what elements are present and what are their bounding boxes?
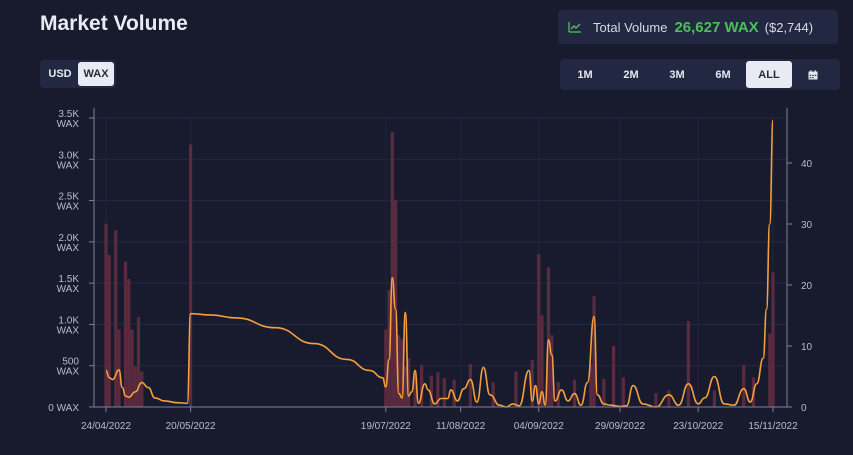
volume-bar [403,366,407,407]
volume-bar [420,364,424,407]
left-tick-unit: WAX [57,243,80,254]
volume-bar [654,392,658,407]
left-tick-unit: WAX [57,119,80,130]
volume-bar [390,132,394,407]
volume-bar [384,329,388,407]
volume-bar [117,329,121,407]
volume-bar [127,279,131,407]
volume-bar [188,144,193,407]
x-tick-label: 04/09/2022 [514,421,564,432]
currency-toggle: USD WAX [40,60,116,88]
volume-bar [104,223,108,407]
volume-bar [397,335,401,407]
volume-bar [589,364,593,407]
volume-bar [546,267,551,407]
right-tick-label: 10 [801,342,813,353]
volume-bar [406,358,411,407]
range-2m-button[interactable]: 2M [623,68,639,81]
left-tick-label: 2.0K [58,233,79,244]
volume-bar [123,261,128,407]
volume-bar [530,359,534,407]
axes: 0 WAX500WAX1.0KWAX1.5KWAX2.0KWAX2.5KWAX3… [48,108,813,432]
volume-bar [413,371,417,407]
calendar-button[interactable] [792,61,834,88]
volume-bar [393,199,398,407]
total-volume-value: 26,627 WAX [674,18,759,36]
total-volume-usd: ($2,744) [764,19,814,35]
volume-bar [387,289,391,407]
volume-bar [468,364,473,407]
range-6m-button[interactable]: 6M [715,68,731,81]
left-tick-unit: WAX [57,284,80,295]
x-tick-label: 11/08/2022 [436,421,486,432]
x-tick-label: 23/10/2022 [673,421,723,432]
volume-bar [436,372,440,407]
left-tick-label: 3.5K [58,109,79,120]
volume-bar [592,296,596,407]
volume-bars [104,132,775,407]
volume-bar [550,335,554,407]
volume-bar [140,371,144,407]
volume-bar [602,378,606,407]
x-tick-label: 15/11/2022 [748,421,798,432]
volume-bar [611,345,616,407]
left-tick-label: 0 WAX [48,403,79,414]
left-tick-unit: WAX [57,160,80,171]
volume-bar [107,255,111,407]
right-tick-label: 0 [801,403,807,414]
right-tick-label: 40 [801,159,813,170]
right-tick-label: 30 [801,220,813,231]
range-3m-button[interactable]: 3M [669,68,685,81]
left-tick-unit: WAX [57,202,80,213]
currency-usd-button[interactable]: USD [48,68,72,80]
volume-bar [537,254,541,407]
total-volume-label: Total Volume [593,19,668,35]
volume-bar [771,272,775,407]
x-tick-label: 20/05/2022 [166,421,216,432]
currency-wax-button[interactable]: WAX [78,62,114,86]
volume-bar [114,230,118,407]
calendar-icon [808,69,818,79]
total-volume-box: Total Volume 26,627 WAX ($2,744) [558,10,838,44]
left-tick-label: 3.0K [58,150,79,161]
volume-bar [540,315,544,407]
volume-bar [429,375,433,407]
volume-bar [621,377,625,407]
left-tick-label: 1.0K [58,315,79,326]
volume-bar [768,333,772,407]
range-1m-button[interactable]: 1M [577,68,593,81]
sales-line [105,119,774,408]
left-tick-unit: WAX [57,325,80,336]
range-all-button[interactable]: ALL [746,61,792,88]
x-tick-label: 29/09/2022 [595,421,645,432]
volume-bar [130,329,134,407]
volume-bar [491,382,495,407]
volume-bar [712,390,717,407]
left-tick-label: 2.5K [58,192,79,203]
page-title: Market Volume [40,12,188,35]
volume-bar [742,364,746,407]
volume-bar [400,339,404,407]
left-tick-label: 500 [62,357,79,368]
grid-lines [94,117,787,407]
volume-bar [442,378,446,407]
volume-bar [136,316,141,407]
sales-line-layer [105,119,774,408]
x-tick-label: 24/04/2022 [81,421,131,432]
x-tick-label: 19/07/2022 [361,421,411,432]
time-range-selector: 1M 2M 3M 6M ALL [560,59,840,90]
volume-bar [686,321,691,407]
trend-up-icon [568,22,581,33]
right-tick-label: 20 [801,281,813,292]
volume-bar [514,371,518,407]
volume-bar [667,390,671,407]
left-tick-unit: WAX [57,367,80,378]
left-tick-label: 1.5K [58,274,79,285]
volume-bar [133,366,137,407]
